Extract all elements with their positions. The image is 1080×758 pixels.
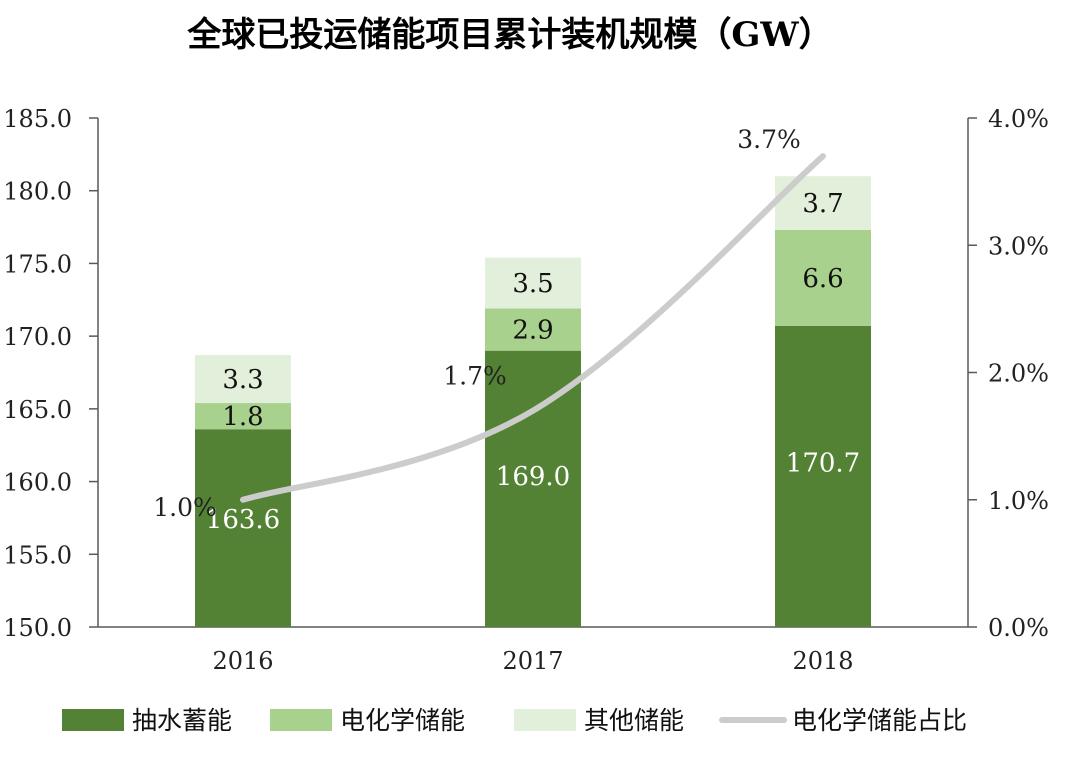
x-tick-label: 2018 bbox=[792, 647, 853, 675]
y-tick-label-left: 155.0 bbox=[3, 541, 72, 569]
y-tick-label-right: 4.0% bbox=[988, 105, 1049, 133]
bar-segment bbox=[775, 325, 871, 627]
legend-swatch bbox=[514, 709, 576, 731]
legend-label: 电化学储能 bbox=[340, 706, 465, 735]
bar-data-label: 3.7 bbox=[802, 189, 843, 219]
y-tick-label-left: 165.0 bbox=[3, 396, 72, 424]
y-tick-label-right: 3.0% bbox=[988, 232, 1049, 260]
x-tick-label: 2017 bbox=[502, 647, 563, 675]
x-tick-label: 2016 bbox=[212, 647, 273, 675]
bar-data-label: 3.3 bbox=[222, 365, 263, 395]
bar-segment bbox=[775, 229, 871, 326]
line-data-label: 1.7% bbox=[443, 362, 507, 391]
legend-label: 抽水蓄能 bbox=[132, 706, 232, 735]
legend-swatch bbox=[270, 709, 332, 731]
y-tick-label-left: 180.0 bbox=[3, 178, 72, 206]
legend-label: 电化学储能占比 bbox=[792, 706, 967, 735]
bar-data-label: 6.6 bbox=[802, 264, 843, 294]
chart-title: 全球已投运储能项目累计装机规模（GW） bbox=[186, 15, 832, 55]
legend-swatch bbox=[62, 709, 124, 731]
bar-data-label: 163.6 bbox=[206, 505, 280, 535]
y-tick-label-right: 0.0% bbox=[988, 614, 1049, 642]
bar-segment bbox=[485, 350, 581, 627]
bar-segment bbox=[485, 308, 581, 351]
y-tick-label-left: 170.0 bbox=[3, 323, 72, 351]
bar-data-label: 2.9 bbox=[512, 316, 553, 346]
legend-label: 其他储能 bbox=[584, 706, 684, 735]
bar-segment bbox=[485, 257, 581, 309]
line-data-label: 3.7% bbox=[737, 125, 801, 154]
bar-data-label: 1.8 bbox=[222, 402, 263, 432]
line-data-label: 1.0% bbox=[153, 493, 217, 522]
bar-segment bbox=[195, 403, 291, 430]
bar-data-label: 169.0 bbox=[496, 462, 570, 492]
share-line bbox=[240, 153, 826, 503]
y-tick-label-right: 2.0% bbox=[988, 360, 1049, 388]
bar-segment bbox=[195, 355, 291, 404]
y-tick-label-right: 1.0% bbox=[988, 487, 1049, 515]
bar-segment bbox=[195, 429, 291, 627]
y-tick-label-left: 185.0 bbox=[3, 105, 72, 133]
y-tick-label-left: 150.0 bbox=[3, 614, 72, 642]
y-tick-label-left: 175.0 bbox=[3, 250, 72, 278]
bar-data-label: 3.5 bbox=[512, 269, 553, 299]
y-tick-label-left: 160.0 bbox=[3, 469, 72, 497]
bar-data-label: 170.7 bbox=[786, 448, 860, 478]
